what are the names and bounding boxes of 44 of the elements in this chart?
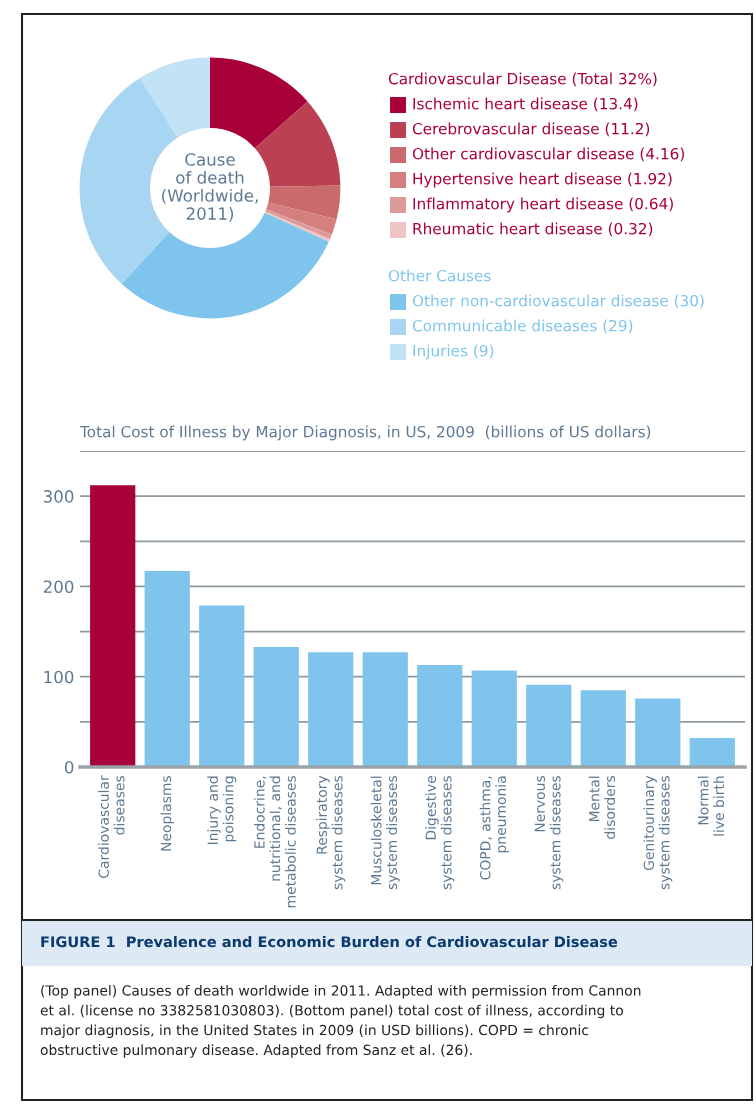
bar xyxy=(526,684,572,767)
x-tick-label: Normal live birth xyxy=(697,776,725,836)
bar xyxy=(308,652,354,767)
donut-slice xyxy=(210,57,308,149)
bar xyxy=(471,670,517,767)
y-tick-label: 300 xyxy=(43,490,74,503)
chart-title: Total Cost of Illness by Major Diagnosis, in US, 2009 (billions of US dollars) xyxy=(79,425,651,441)
x-tick-label: Genitourinary system diseases xyxy=(643,775,673,890)
x-tick-label: Neoplasms xyxy=(160,776,174,851)
text: Cardiovascular Disease (Total 32%) xyxy=(388,72,657,87)
donut-slice xyxy=(268,185,341,220)
legend-label: Cerebrovascular disease (11.2) xyxy=(412,122,650,137)
text: Other Causes xyxy=(388,269,491,282)
bar xyxy=(689,738,735,767)
legend-label: Communicable diseases (29) xyxy=(412,319,633,334)
bar xyxy=(90,485,136,767)
bar xyxy=(362,652,408,767)
x-tick-label: Injury and poisoning xyxy=(207,776,237,845)
legend-label: Inflammatory heart disease (0.64) xyxy=(413,197,673,213)
bar xyxy=(144,571,190,767)
donut-slice xyxy=(139,57,210,138)
legend-label: Other non-cardiovascular disease (30) xyxy=(412,294,704,309)
x-tick-label: Endocrine, nutritional, and metabolic diseases xyxy=(253,776,296,908)
x-tick-label: Cardiovascular diseases xyxy=(98,775,125,878)
caption: FIGURE 1 Prevalence and Economic Burden of Cardiovascular Disease xyxy=(41,935,618,948)
x-tick-label: Respiratory system diseases xyxy=(316,775,346,890)
legend-label: Other cardiovascular disease (4.16) xyxy=(412,147,684,162)
legend-label: Rheumatic heart disease (0.32) xyxy=(413,222,653,237)
donut-slice xyxy=(254,101,341,187)
legend-label: Injuries (9) xyxy=(413,344,494,360)
bar xyxy=(417,664,463,767)
y-tick-label: 200 xyxy=(43,580,74,593)
legend-label: Ischemic heart disease (13.4) xyxy=(413,97,638,112)
y-tick-label: 0 xyxy=(64,760,74,774)
legend-label: Hypertensive heart disease (1.92) xyxy=(413,172,672,188)
x-tick-label: COPD, asthma, pneumonia xyxy=(479,776,509,880)
text: (Top panel) Causes of death worldwide in 2011. Adapted with permission from Cannon et al. (license no 3382581030803). (Bottom panel) total cost of illness, according to major diagnosis, in the United States in 2009 (in USD billions). COPD = chronic obstructive pulmonary disease. Adapted from Sanz et al. (26). xyxy=(40,985,641,1058)
bar xyxy=(635,698,681,767)
bar xyxy=(199,605,245,767)
bar xyxy=(253,646,299,767)
donut-slice xyxy=(266,202,337,235)
bar xyxy=(580,690,626,767)
y-tick-label: 100 xyxy=(44,670,74,684)
text: Cause of death (Worldwide, 2011) xyxy=(162,153,258,222)
